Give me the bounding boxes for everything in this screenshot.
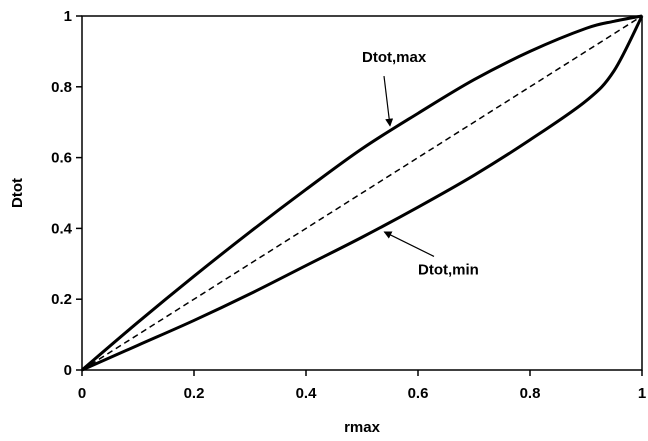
annotation-arrow <box>383 231 435 257</box>
x-tick-label: 0.8 <box>520 385 541 402</box>
x-tick-label: 0 <box>78 385 86 402</box>
y-tick-label: 0.6 <box>51 150 72 167</box>
x-tick-label: 0.6 <box>408 385 429 402</box>
series-layer <box>81 14 644 372</box>
annotation-label: Dtot,max <box>362 49 427 66</box>
y-tick-label: 1 <box>64 8 72 25</box>
x-tick-label: 0.2 <box>184 385 205 402</box>
annotations-layer: Dtot,max Dtot,min <box>362 49 479 278</box>
x-axis-title: rmax <box>344 419 381 436</box>
y-tick-label: 0.2 <box>51 291 72 308</box>
ticks-layer: 0 0.2 0.4 0.6 0.8 1 0 0.2 0.4 0.6 0.8 1 <box>51 8 646 402</box>
y-tick-label: 0.4 <box>51 220 73 237</box>
x-tick-label: 1 <box>638 385 646 402</box>
series-line-1 <box>81 15 644 372</box>
plot-frame <box>81 15 643 371</box>
x-tick-label: 0.4 <box>296 385 318 402</box>
annotation-arrow <box>383 75 394 127</box>
y-tick-label: 0.8 <box>51 79 72 96</box>
series-line-0 <box>81 14 643 372</box>
annotation-label: Dtot,min <box>418 261 479 278</box>
y-axis-title: Dtot <box>9 178 26 208</box>
y-tick-label: 0 <box>64 362 72 379</box>
series-line-dashed <box>81 15 643 371</box>
